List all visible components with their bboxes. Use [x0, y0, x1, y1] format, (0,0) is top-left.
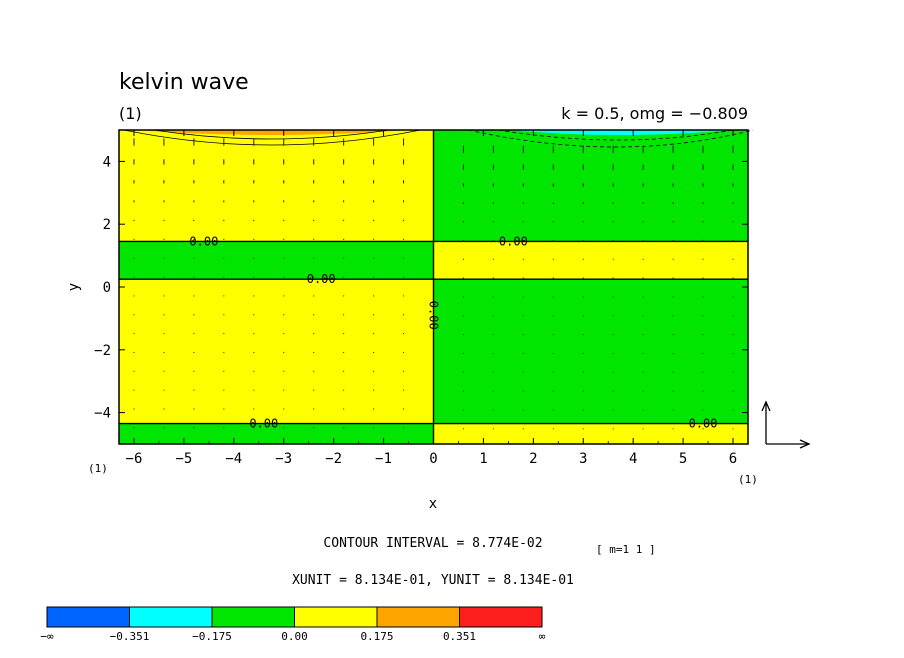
colorbar-swatch [129, 606, 213, 628]
contour-label: 0.00 [189, 234, 218, 248]
fill-region-4 [433, 423, 748, 444]
colorbar-swatch [294, 606, 378, 628]
colorbar-swatch [459, 606, 543, 628]
fill-region-5 [433, 279, 748, 424]
panel-label: (1) [119, 104, 142, 123]
contour-labels: 0.00 0.00 0.00 0.00 0.00 0.00 [189, 234, 718, 431]
units-text: XUNIT = 8.134E-01, YUNIT = 8.134E-01 [292, 573, 574, 588]
x-tick-label: 3 [579, 451, 587, 467]
contour-label: 0.00 [499, 234, 528, 248]
colorbar-swatch [46, 606, 130, 628]
colorbar-label: −0.351 [110, 630, 150, 643]
x-tick-label: 4 [629, 451, 637, 467]
fill-region-0 [119, 423, 434, 444]
x-axis-label: x [429, 496, 437, 512]
positive-contour-outer [123, 129, 421, 146]
colorbar-label: 0.00 [281, 630, 308, 643]
colorbar: −∞ −0.351 −0.175 0.00 0.175 0.351 ∞ [40, 606, 546, 643]
edge-anomaly-regions [123, 129, 754, 148]
multiplier-text: [ m=1 1 ] [596, 543, 656, 556]
contour-label: 0.00 [307, 272, 336, 286]
y-tick-label: 4 [103, 154, 111, 170]
fill-region-3 [119, 130, 434, 242]
positive-contour-inner [153, 129, 389, 140]
negative-anomaly-region [508, 130, 734, 135]
colorbar-label: −∞ [40, 630, 54, 643]
fill-region-6 [433, 241, 748, 280]
colorbar-swatch [376, 606, 460, 628]
negative-contour-inner [498, 129, 734, 141]
x-tick-label: −1 [375, 451, 392, 467]
parameter-label: k = 0.5, omg = −0.809 [561, 104, 748, 123]
colorbar-label: 0.175 [360, 630, 393, 643]
y-tick-label: 0 [103, 280, 111, 296]
x-tick-label: −6 [126, 451, 143, 467]
colorbar-label: −0.175 [192, 630, 232, 643]
y-tick-label: −2 [94, 343, 111, 359]
colorbar-label: 0.351 [443, 630, 476, 643]
x-tick-label: −2 [325, 451, 342, 467]
contour-fill-regions [119, 130, 748, 444]
x-tick-label: −3 [275, 451, 292, 467]
contour-interval-text: CONTOUR INTERVAL = 8.774E-02 [323, 536, 542, 551]
colorbar-label: ∞ [539, 630, 546, 643]
y-tick-label: −4 [94, 406, 111, 422]
x-tick-label: −4 [225, 451, 242, 467]
zero-contour-lines [119, 130, 748, 444]
corner-label-right: (1) [738, 473, 758, 486]
chart-title: kelvin wave [119, 70, 249, 95]
y-axis-label: y [66, 283, 82, 291]
x-tick-label: 6 [729, 451, 737, 467]
fill-region-2 [119, 241, 434, 280]
corner-label-left: (1) [88, 462, 108, 475]
x-tick-label: −5 [175, 451, 192, 467]
x-tick-label: 1 [479, 451, 487, 467]
positive-anomaly-region [133, 130, 409, 135]
fill-region-1 [119, 279, 434, 424]
contour-label: 0.00 [249, 417, 278, 431]
x-axis-ticks: −6 −5 −4 −3 −2 −1 0 1 2 3 4 5 6 [126, 130, 737, 467]
reference-vector-icon [761, 400, 811, 449]
contour-label: 0.00 [427, 301, 441, 330]
x-tick-label: 0 [429, 451, 437, 467]
fill-region-7 [433, 130, 748, 242]
velocity-vector-field [133, 138, 734, 430]
y-axis-ticks: −4 −2 0 2 4 [94, 154, 748, 422]
colorbar-swatch [211, 606, 295, 628]
x-tick-label: 5 [679, 451, 687, 467]
contour-label: 0.00 [689, 417, 718, 431]
negative-contour-outer [468, 129, 754, 148]
x-tick-label: 2 [529, 451, 537, 467]
y-tick-label: 2 [103, 217, 111, 233]
